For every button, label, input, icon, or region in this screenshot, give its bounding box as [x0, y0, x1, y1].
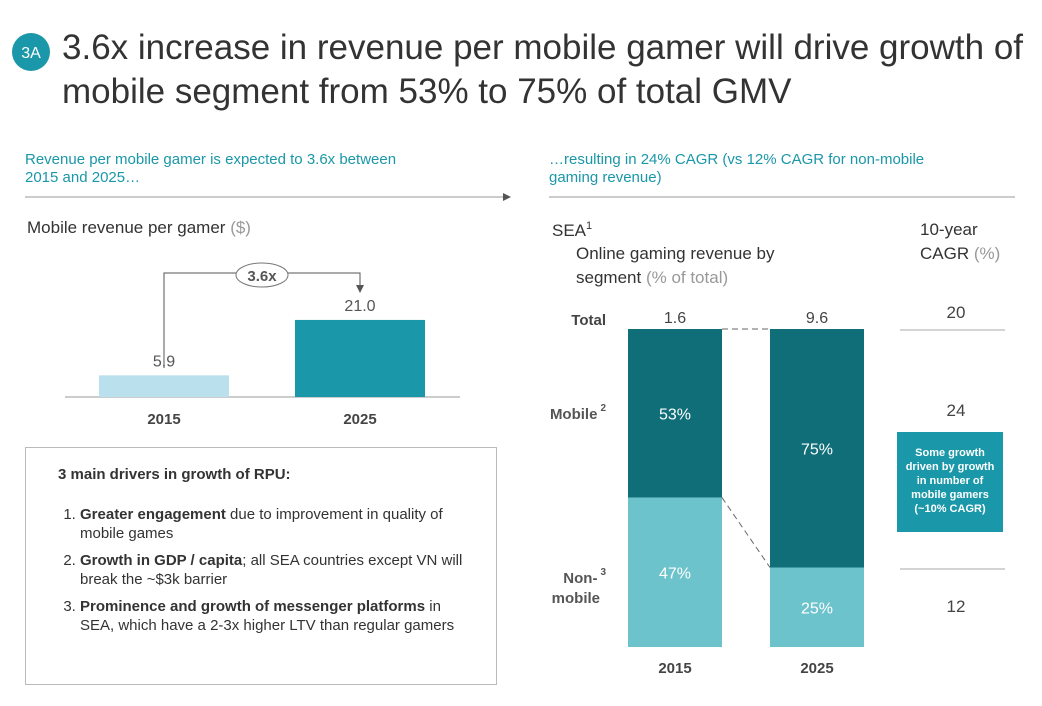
bar: [295, 319, 425, 397]
title: Mobile revenue per gamer: [27, 218, 226, 237]
value-label: 53%: [659, 406, 691, 423]
x-tick-label: 2025: [800, 660, 833, 677]
callout-box: [897, 432, 1003, 532]
title: Online gaming revenue by segment: [576, 244, 775, 287]
title: 10-year CAGR: [920, 220, 978, 263]
bar: [99, 375, 229, 397]
driver-bold: Growth in GDP / capita: [80, 552, 243, 569]
footnote: 2: [600, 403, 606, 414]
row-label: mobile: [552, 590, 600, 607]
total-label: 1.6: [664, 310, 686, 327]
unit: ($): [230, 218, 251, 237]
x-tick-label: 2025: [343, 411, 376, 428]
slide-title: 3.6x increase in revenue per mobile game…: [62, 28, 1024, 111]
bar-segment: [628, 497, 722, 647]
row-label: Total: [571, 312, 606, 329]
annotation: 3.6x: [247, 268, 277, 285]
driver-text: in SEA, which have a 2-3x higher LTV tha…: [80, 598, 455, 634]
driver-item: Prominence and growth of messenger platf…: [80, 597, 472, 635]
badge-circle: [12, 33, 50, 71]
drivers-list: Greater engagement due to improvement in…: [58, 505, 472, 635]
footnote: 3: [600, 567, 606, 578]
cagr-value: 24: [947, 401, 966, 420]
x-tick-label: 2015: [147, 411, 180, 428]
bar-segment: [770, 567, 864, 647]
drivers-title: 3 main drivers in growth of RPU:: [58, 466, 291, 483]
value-label: 75%: [801, 441, 833, 458]
cagr-value: 20: [947, 303, 966, 322]
connector: [721, 497, 771, 568]
drivers-box: 3 main drivers in growth of RPU: Greater…: [25, 447, 497, 685]
caption: Revenue per mobile gamer is expected to …: [25, 151, 397, 186]
row-name: Non-: [563, 570, 597, 587]
caption: …resulting in 24% CAGR (vs 12% CAGR for …: [549, 151, 925, 186]
driver-text: ; all SEA countries except VN will break…: [80, 552, 463, 588]
annotation-oval: [235, 262, 289, 288]
row-label: Non- 3: [563, 567, 606, 587]
bar-segment: [770, 329, 864, 568]
chart-subtitle: Online gaming revenue by segment (% of t…: [576, 242, 836, 290]
cagr-header: 10-year CAGR (%): [920, 218, 1015, 266]
unit: (% of total): [645, 268, 729, 287]
driver-bold: Prominence and growth of messenger platf…: [80, 598, 426, 615]
title: SEA: [552, 221, 587, 240]
callout: Some growth driven by growth in number o…: [905, 447, 995, 515]
chart-title: SEA1: [552, 220, 592, 240]
footnote: 1: [586, 220, 592, 232]
bar-segment: [628, 329, 722, 498]
value-label: 25%: [801, 600, 833, 617]
value-label: 47%: [659, 565, 691, 582]
row-name: Mobile: [550, 406, 598, 423]
unit: (%): [973, 244, 1001, 263]
driver-item: Greater engagement due to improvement in…: [80, 505, 472, 543]
cagr-value: 12: [947, 597, 966, 616]
total-label: 9.6: [806, 310, 828, 327]
chart-title: Mobile revenue per gamer ($): [27, 218, 251, 237]
row-label: Mobile 2: [550, 403, 607, 423]
value-label: 5.9: [153, 353, 175, 370]
badge: 3A: [21, 45, 41, 62]
driver-item: Growth in GDP / capita; all SEA countrie…: [80, 551, 472, 589]
driver-text: due to improvement in quality of mobile …: [80, 506, 443, 542]
value-label: 21.0: [344, 298, 375, 315]
driver-bold: Greater engagement: [80, 506, 226, 523]
x-tick-label: 2015: [658, 660, 691, 677]
